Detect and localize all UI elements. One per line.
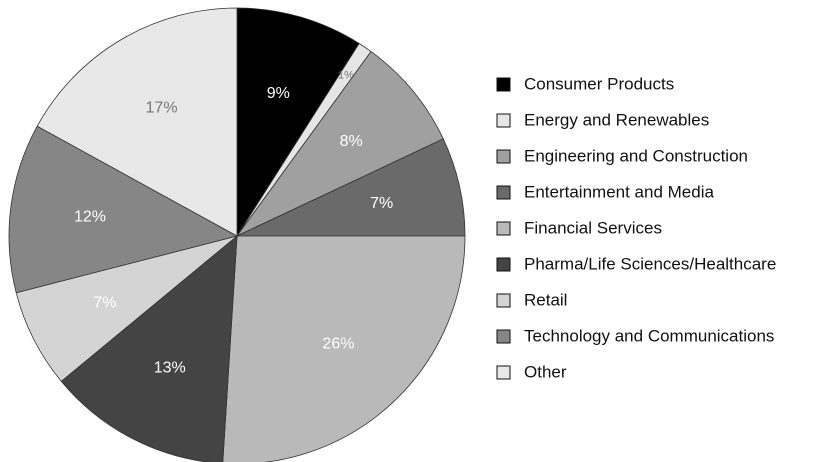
slice-label: 12% [74,209,106,226]
slice-label: 13% [154,359,186,376]
slice-label: 7% [370,195,393,212]
legend-swatch [496,113,511,128]
legend-text: Entertainment and Media [524,182,714,201]
pie-slice [36,7,238,237]
pie-slice [60,235,238,462]
pie-slice [8,125,239,294]
slice-label: 1% [338,70,354,82]
legend-text: Other [524,362,567,381]
pie-slice [236,7,360,238]
slice-label: 9% [267,85,290,102]
legend-text: Energy and Renewables [524,110,709,129]
pie-slice [236,50,444,237]
legend-text: Consumer Products [524,74,674,93]
legend-text: Engineering and Construction [524,146,748,165]
legend-text: Financial Services [524,218,662,237]
legend-swatch [496,77,511,92]
slice-label: 8% [340,133,363,150]
legend-swatch [496,149,511,164]
slice-label: 7% [93,295,116,312]
legend-swatch [496,329,511,344]
legend-text: Retail [524,290,567,309]
slice-label: 17% [146,100,178,117]
legend-swatch [496,221,511,236]
legend-text: Technology and Communications [524,326,774,345]
legend-swatch [496,257,511,272]
legend-swatch [496,293,511,308]
slice-label: 26% [322,335,354,352]
legend-text: Pharma/Life Sciences/Healthcare [524,254,776,273]
legend-swatch [496,185,511,200]
legend-swatch [496,365,511,380]
